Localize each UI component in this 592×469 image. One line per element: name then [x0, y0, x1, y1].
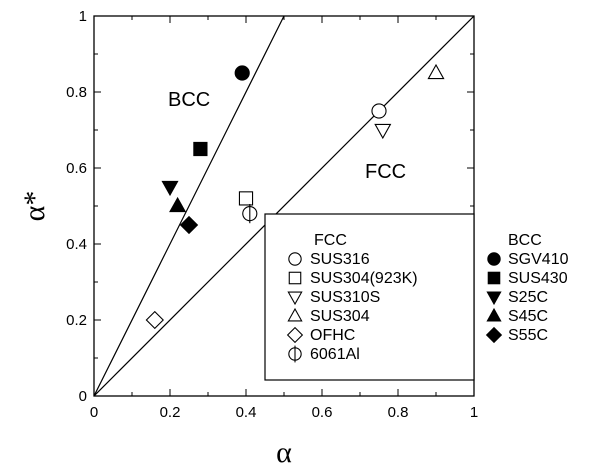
point-sus316 — [372, 104, 386, 118]
y-tick-label: 0.8 — [66, 84, 87, 101]
point-sus304 — [428, 65, 443, 79]
x-tick-label: 0 — [90, 404, 98, 421]
legend-group-title: BCC — [508, 232, 542, 249]
legend-label: SUS310S — [310, 289, 380, 306]
point-sus310s — [375, 124, 390, 138]
y-tick-label: 0.2 — [66, 312, 87, 329]
x-tick-label: 0.6 — [312, 404, 333, 421]
legend-marker-s45c — [487, 309, 500, 321]
legend-marker-sus304-923k- — [289, 272, 300, 283]
x-tick-label: 0.2 — [160, 404, 181, 421]
legend-marker-sus316 — [289, 253, 301, 265]
legend-marker-s55c — [487, 328, 502, 343]
y-tick-label: 0.6 — [66, 160, 87, 177]
legend-label: 6061Al — [310, 346, 360, 363]
x-axis-title: α — [276, 436, 292, 469]
region-label-fcc: FCC — [365, 161, 406, 183]
legend-marker-sus430 — [488, 272, 499, 283]
point-s45c — [170, 198, 185, 212]
legend-label: S55C — [508, 327, 548, 344]
x-tick-label: 0.4 — [236, 404, 257, 421]
legend-label: SUS430 — [508, 270, 568, 287]
point-s55c — [181, 217, 198, 234]
x-tick-label: 0.8 — [388, 404, 409, 421]
point-s25c — [162, 181, 177, 195]
legend-label: SGV410 — [508, 251, 569, 268]
legend-group-title: FCC — [314, 232, 347, 249]
legend-marker-s25c — [487, 292, 500, 304]
legend-label: SUS304 — [310, 308, 370, 325]
point-sgv410 — [235, 66, 249, 80]
y-tick-label: 1 — [79, 8, 87, 25]
y-tick-label: 0 — [79, 388, 87, 405]
y-axis-title: α* — [18, 191, 51, 222]
point-ofhc — [146, 312, 163, 329]
legend-label: SUS304(923K) — [310, 270, 418, 287]
legend-label: S25C — [508, 289, 548, 306]
y-tick-label: 0.4 — [66, 236, 87, 253]
region-label-bcc: BCC — [168, 89, 210, 111]
legend-label: SUS316 — [310, 251, 370, 268]
point-sus430 — [194, 142, 207, 155]
legend-label: S45C — [508, 308, 548, 325]
legend-label: OFHC — [310, 327, 355, 344]
legend-marker-sgv410 — [488, 253, 500, 265]
point-sus304-923k- — [239, 192, 252, 205]
reference-line-bcc — [94, 16, 284, 396]
x-tick-label: 1 — [470, 404, 478, 421]
